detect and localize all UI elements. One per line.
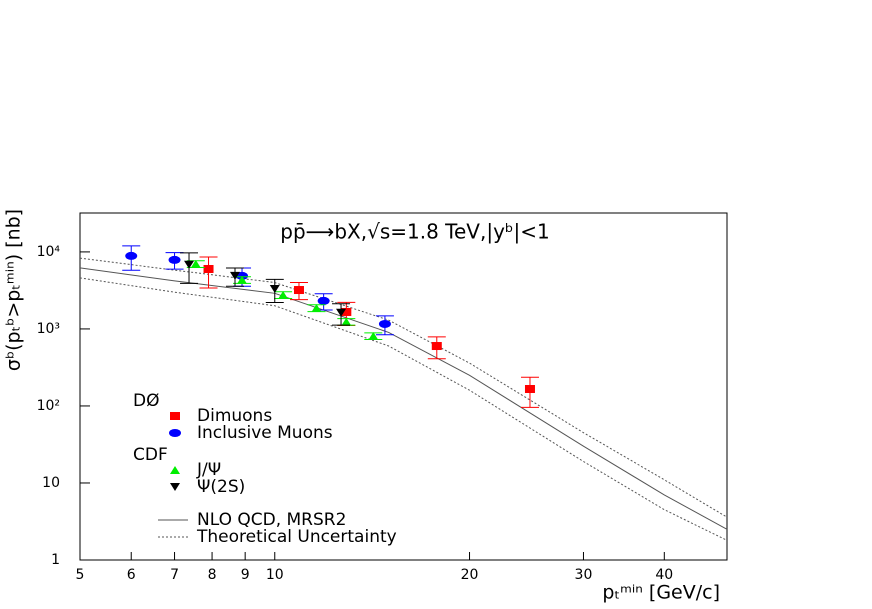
- x-tick-label: 5: [76, 567, 85, 583]
- marker: [184, 260, 195, 269]
- marker: [237, 275, 248, 284]
- marker: [278, 290, 289, 299]
- chart-title: pp̄⟶bX,√s=1.8 TeV,|yᵇ|<1: [280, 220, 549, 244]
- plot-frame: [79, 212, 728, 561]
- marker: [317, 296, 330, 305]
- x-axis-label: pₜᵐⁱⁿ [GeV/c]: [602, 582, 720, 604]
- y-axis-label: σᵇ(pₜᵇ>pₜᵐⁱⁿ) [nb]: [3, 209, 25, 371]
- theory-line: [79, 277, 728, 541]
- x-tick-label: 9: [241, 567, 250, 583]
- marker: [125, 251, 138, 260]
- legend-group: DØ: [133, 391, 159, 411]
- marker: [229, 271, 240, 280]
- y-tick-label: 1: [51, 552, 60, 568]
- x-tick-label: 30: [575, 567, 593, 583]
- legend-label: Ψ(2S): [197, 477, 245, 497]
- marker: [293, 286, 304, 295]
- legend-label: Theoretical Uncertainty: [196, 527, 397, 547]
- legend-label: Inclusive Muons: [197, 423, 333, 443]
- marker: [203, 264, 214, 273]
- marker: [524, 385, 535, 394]
- legend-marker: [169, 429, 181, 437]
- theory-line: [79, 267, 728, 530]
- y-tick-label: 10⁴: [37, 244, 61, 260]
- legend-label: J/Ψ: [196, 460, 221, 480]
- marker: [190, 259, 201, 268]
- marker: [269, 284, 280, 293]
- marker: [168, 255, 181, 264]
- legend-marker: [170, 466, 180, 474]
- legend-label: Dimuons: [197, 406, 272, 426]
- y-tick-label: 10: [42, 475, 60, 491]
- marker: [311, 303, 322, 312]
- x-tick-label: 20: [461, 567, 479, 583]
- y-tick-label: 10³: [37, 321, 60, 337]
- theory-line: [79, 257, 728, 518]
- marker: [368, 331, 379, 340]
- x-tick-label: 7: [170, 567, 179, 583]
- legend-group: CDF: [133, 445, 168, 465]
- legend-label: NLO QCD, MRSR2: [197, 510, 346, 530]
- legend-marker: [170, 412, 180, 420]
- legend-marker: [170, 483, 180, 491]
- marker: [341, 307, 352, 316]
- x-tick-label: 40: [655, 567, 673, 583]
- marker: [378, 319, 391, 328]
- marker: [431, 342, 442, 351]
- x-tick-label: 10: [266, 567, 284, 583]
- y-tick-label: 10²: [37, 398, 60, 414]
- x-tick-label: 6: [127, 567, 136, 583]
- x-tick-label: 8: [208, 567, 217, 583]
- marker: [336, 308, 347, 317]
- marker: [341, 317, 352, 326]
